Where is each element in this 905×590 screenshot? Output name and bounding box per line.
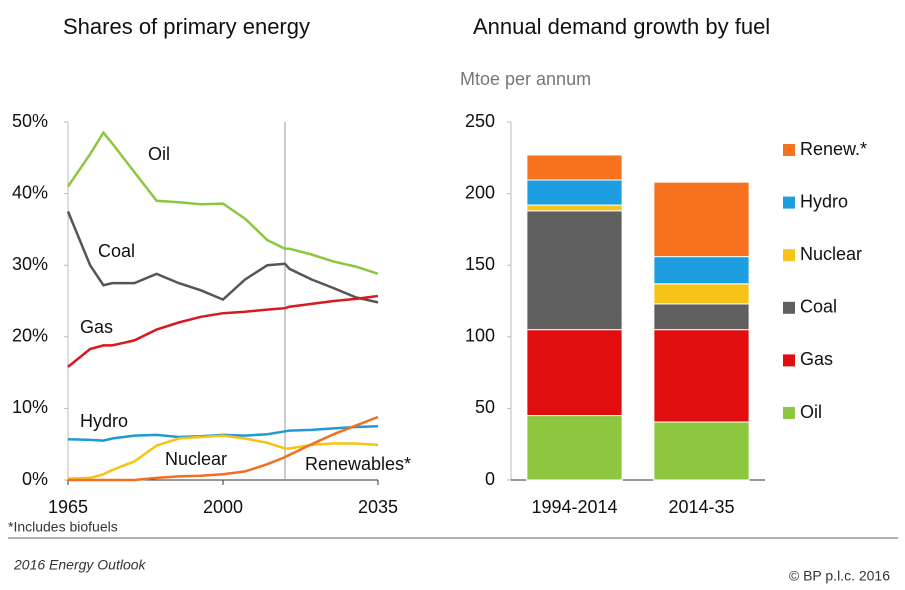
legend-swatch (783, 407, 795, 419)
x-tick-label: 2035 (358, 497, 398, 517)
chart-title: Shares of primary energy (63, 14, 310, 39)
x-tick-label: 1965 (48, 497, 88, 517)
legend-label: Nuclear (800, 244, 862, 264)
series-label: Gas (80, 317, 113, 337)
y-tick-label: 200 (465, 182, 495, 202)
legend-label: Renew.* (800, 139, 867, 159)
x-tick-label: 2014-35 (668, 497, 734, 517)
bar-segment (653, 283, 750, 305)
y-tick-label: 250 (465, 111, 495, 131)
bar-segment (653, 421, 750, 481)
x-tick-label: 1994-2014 (531, 497, 617, 517)
line-series (68, 415, 379, 482)
bar-segment (526, 415, 623, 481)
y-tick-label: 50% (12, 111, 48, 131)
bar-segment (653, 303, 750, 331)
y-tick-label: 150 (465, 254, 495, 274)
bar-segment (526, 179, 623, 206)
y-tick-label: 40% (12, 182, 48, 202)
legend-swatch (783, 196, 795, 209)
y-tick-label: 0% (22, 469, 48, 489)
line-series (67, 434, 379, 480)
y-tick-label: 100 (465, 326, 495, 346)
series-label: Coal (98, 241, 135, 261)
bar-segment (526, 154, 623, 181)
legend-label: Hydro (800, 191, 848, 211)
legend-swatch (783, 354, 795, 367)
y-tick-label: 10% (12, 397, 48, 417)
legend-label: Coal (800, 297, 837, 317)
y-tick-label: 0 (485, 469, 495, 489)
bar-segment (526, 204, 623, 212)
legend-label: Oil (800, 402, 822, 422)
series-label: Renewables* (305, 454, 411, 474)
legend-swatch (783, 301, 795, 314)
series-label: Hydro (80, 411, 128, 431)
line-series (66, 211, 379, 304)
bar-segment (526, 329, 623, 417)
bar-segment (653, 329, 750, 423)
series-label: Nuclear (165, 449, 227, 469)
publication: 2016 Energy Outlook (13, 557, 147, 573)
bar-segment (526, 210, 623, 331)
copyright: © BP p.l.c. 2016 (789, 568, 890, 584)
legend-swatch (783, 144, 795, 156)
y-tick-label: 20% (12, 326, 48, 346)
series-label: Oil (148, 144, 170, 164)
line-series (66, 130, 379, 275)
chart-title: Annual demand growth by fuel (473, 14, 770, 39)
x-tick-label: 2000 (203, 497, 243, 517)
y-axis-label: Mtoe per annum (460, 69, 591, 89)
y-tick-label: 30% (12, 254, 48, 274)
bar-segment (653, 256, 750, 285)
legend-label: Gas (800, 349, 833, 369)
footnote: *Includes biofuels (8, 519, 118, 535)
bar-segment (653, 181, 750, 258)
line-series (67, 294, 379, 368)
y-tick-label: 50 (475, 397, 495, 417)
legend-swatch (783, 249, 795, 262)
